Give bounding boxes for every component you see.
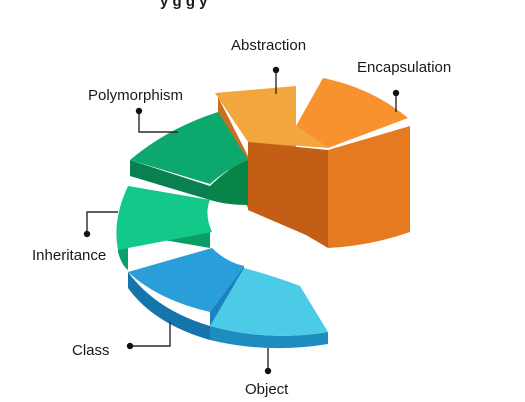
segment-inheritance — [116, 186, 212, 270]
label-abstraction: Abstraction — [231, 37, 306, 54]
leader-object — [264, 348, 272, 375]
segment-encapsulation — [248, 78, 410, 248]
leader-class — [126, 322, 171, 350]
leader-abstraction — [272, 66, 280, 94]
label-inheritance: Inheritance — [32, 247, 106, 264]
label-encapsulation: Encapsulation — [357, 59, 451, 76]
leader-encapsulation — [392, 89, 400, 112]
leader-polymorphism — [135, 107, 178, 133]
segment-class — [128, 248, 244, 340]
segment-polymorphism — [130, 112, 248, 205]
leader-inheritance — [83, 211, 118, 238]
segment-object — [210, 268, 328, 349]
cropped-header-text: y g g y — [160, 0, 208, 10]
label-polymorphism: Polymorphism — [88, 87, 183, 104]
label-object: Object — [245, 381, 289, 398]
label-class: Class — [72, 342, 110, 359]
